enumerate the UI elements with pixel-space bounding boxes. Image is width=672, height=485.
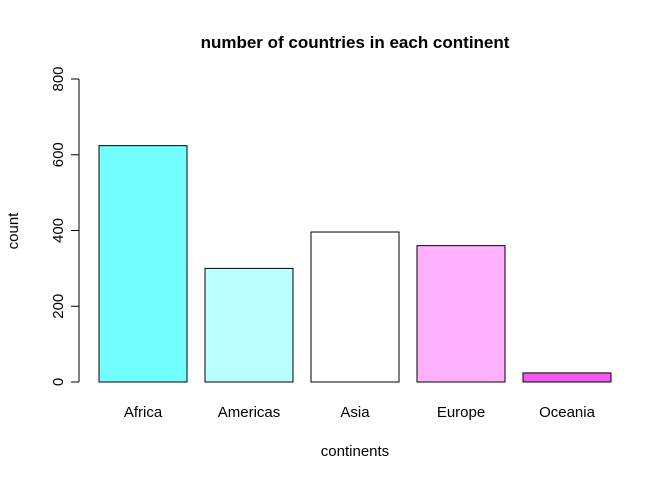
y-tick-label-2: 400 [50, 218, 67, 243]
category-labels: Africa Americas Asia Europe Oceania [124, 404, 596, 421]
y-tick-label-0: 0 [50, 378, 67, 386]
y-tick-label-4: 800 [50, 66, 67, 91]
bar-americas [204, 267, 294, 383]
bar-europe [416, 245, 506, 383]
x-axis-label: continents [321, 443, 389, 460]
bar-africa [98, 145, 188, 383]
category-label-africa: Africa [124, 404, 163, 421]
category-label-oceania: Oceania [539, 404, 596, 421]
y-tick-label-1: 200 [50, 294, 67, 319]
category-label-europe: Europe [437, 404, 485, 421]
category-label-americas: Americas [218, 404, 281, 421]
bar-oceania [522, 372, 612, 383]
y-tick-label-3: 600 [50, 142, 67, 167]
bars-group [98, 145, 612, 383]
y-axis-label: count [5, 212, 22, 250]
chart-title: number of countries in each continent [201, 33, 510, 52]
bar-asia [310, 231, 400, 383]
category-label-asia: Asia [340, 404, 370, 421]
y-axis-ticks: 0 200 400 600 800 [50, 66, 79, 386]
